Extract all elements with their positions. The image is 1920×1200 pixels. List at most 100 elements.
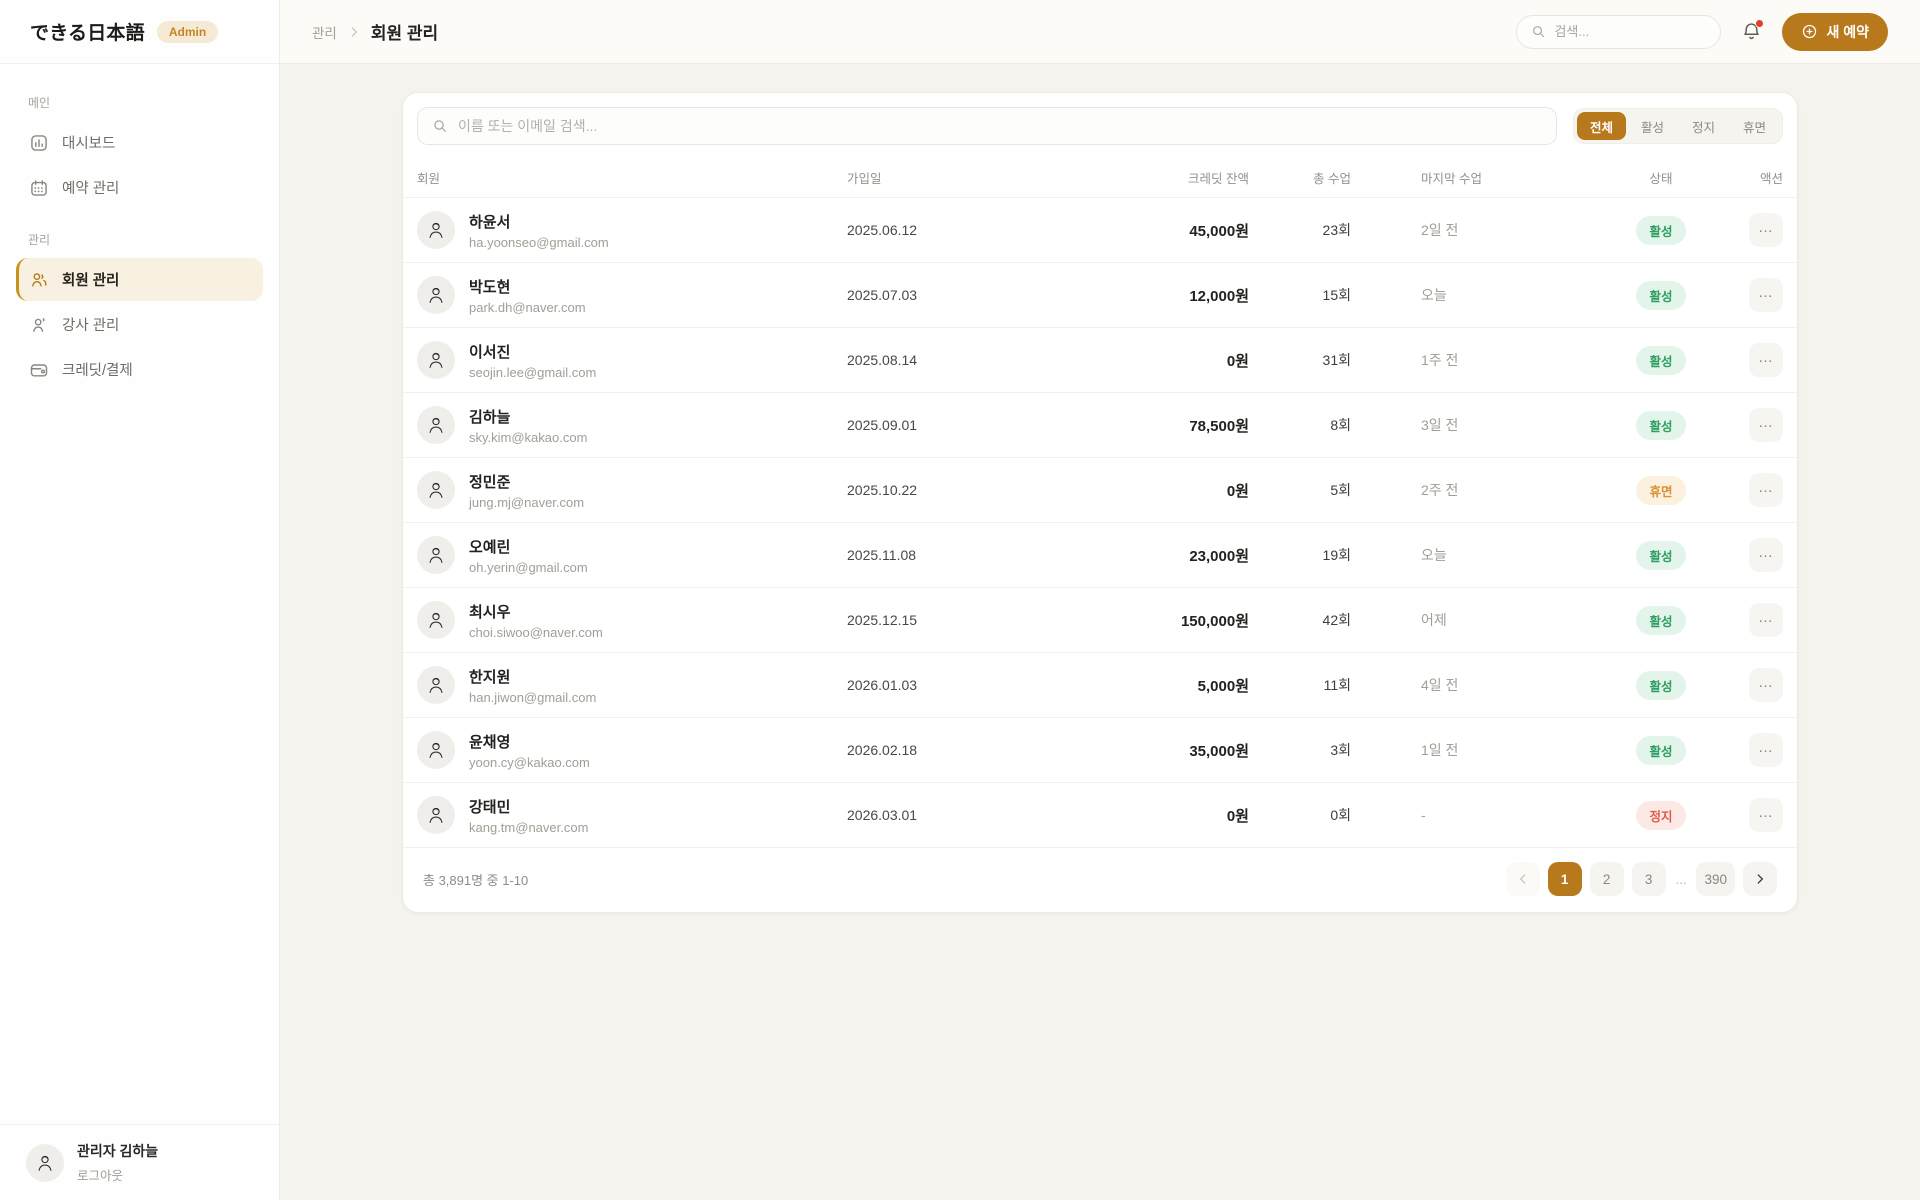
member-email: choi.siwoo@naver.com xyxy=(469,624,603,640)
member-name: 강태민 xyxy=(469,798,511,816)
status-cell: 활성 xyxy=(1569,280,1727,310)
joined-date: 2026.01.03 xyxy=(847,677,918,693)
credit-balance: 45,000원 xyxy=(1189,222,1249,240)
member-name: 오예린 xyxy=(469,538,511,556)
breadcrumb: 관리 회원 관리 xyxy=(312,19,438,44)
logout-link[interactable]: 로그아웃 xyxy=(77,1169,124,1183)
next-page-button[interactable] xyxy=(1743,862,1777,896)
member-cell: 이서진 seojin.lee@gmail.com xyxy=(417,341,847,380)
tab-dormant[interactable]: 휴면 xyxy=(1742,120,1766,135)
row-actions-button[interactable]: … xyxy=(1749,733,1783,767)
topbar: 관리 회원 관리 새 예약 xyxy=(280,0,1920,64)
row-actions-button[interactable]: … xyxy=(1749,798,1783,832)
member-avatar xyxy=(417,731,455,769)
member-cell: 정민준 jung.mj@naver.com xyxy=(417,471,847,510)
col-joined: 가입일 xyxy=(847,171,882,186)
table-header: 회원 가입일 크레딧 잔액 총 수업 마지막 수업 상태 액션 xyxy=(403,157,1797,197)
status-badge: 활성 xyxy=(1636,280,1686,310)
row-actions-button[interactable]: … xyxy=(1749,473,1783,507)
notification-dot xyxy=(1755,19,1765,28)
member-avatar xyxy=(417,601,455,639)
col-last-lesson: 마지막 수업 xyxy=(1421,171,1482,186)
sidebar-item-members[interactable]: 회원 관리 xyxy=(16,258,263,301)
table-row[interactable]: 최시우 choi.siwoo@naver.com 2025.12.15 150,… xyxy=(403,587,1797,652)
action-cell: … xyxy=(1727,733,1783,767)
chevron-right-icon xyxy=(1757,874,1764,884)
status-cell: 휴면 xyxy=(1569,475,1727,505)
global-search-input[interactable] xyxy=(1554,24,1707,39)
total-lessons: 0회 xyxy=(1330,807,1351,823)
credit-balance: 12,000원 xyxy=(1189,287,1249,305)
tab-active[interactable]: 활성 xyxy=(1640,120,1664,135)
status-cell: 활성 xyxy=(1569,605,1727,635)
member-name: 김하늘 xyxy=(469,408,511,426)
action-cell: … xyxy=(1727,668,1783,702)
member-cell: 박도현 park.dh@naver.com xyxy=(417,276,847,315)
col-lessons: 총 수업 xyxy=(1313,171,1351,186)
joined-date: 2025.09.01 xyxy=(847,417,918,433)
total-lessons: 11회 xyxy=(1323,677,1351,693)
sidebar-item-dashboard[interactable]: 대시보드 xyxy=(16,121,263,164)
table-row[interactable]: 한지원 han.jiwon@gmail.com 2026.01.03 5,000… xyxy=(403,652,1797,717)
member-avatar xyxy=(417,406,455,444)
table-row[interactable]: 이서진 seojin.lee@gmail.com 2025.08.14 0원 3… xyxy=(403,327,1797,392)
instructor-icon xyxy=(33,317,45,332)
sidebar-item-label: 회원 관리 xyxy=(62,273,120,289)
table-row[interactable]: 강태민 kang.tm@naver.com 2026.03.01 0원 0회 -… xyxy=(403,782,1797,847)
dashboard-icon xyxy=(31,134,47,151)
results-summary: 총 3,891명 중 1-10 xyxy=(423,872,529,888)
sidebar-item-instructors[interactable]: 강사 관리 xyxy=(16,303,263,346)
last-lesson: 3일 전 xyxy=(1421,417,1459,433)
card-toolbar: 전체 활성 정지 휴면 xyxy=(403,93,1797,157)
member-cell: 윤채영 yoon.cy@kakao.com xyxy=(417,731,847,770)
prev-page-button[interactable] xyxy=(1505,862,1540,896)
sidebar-user-block: 관리자 김하늘 로그아웃 xyxy=(0,1124,279,1200)
breadcrumb-root[interactable]: 관리 xyxy=(312,25,337,41)
total-lessons: 15회 xyxy=(1322,287,1351,303)
sidebar-item-credits[interactable]: 크레딧/결제 xyxy=(16,348,263,391)
row-actions-button[interactable]: … xyxy=(1749,603,1783,637)
col-member: 회원 xyxy=(417,171,441,186)
member-cell: 한지원 han.jiwon@gmail.com xyxy=(417,666,847,705)
tab-all[interactable]: 전체 xyxy=(1576,112,1626,140)
notifications-button[interactable] xyxy=(1741,19,1765,42)
member-email: seojin.lee@gmail.com xyxy=(469,364,597,380)
page-button-last[interactable]: 390 xyxy=(1696,862,1735,896)
row-actions-button[interactable]: … xyxy=(1749,668,1783,702)
admin-badge: Admin xyxy=(156,20,219,43)
admin-avatar xyxy=(26,1143,64,1182)
table-row[interactable]: 오예린 oh.yerin@gmail.com 2025.11.08 23,000… xyxy=(403,522,1797,587)
member-avatar xyxy=(417,536,455,574)
table-row[interactable]: 박도현 park.dh@naver.com 2025.07.03 12,000원… xyxy=(403,262,1797,327)
status-badge: 활성 xyxy=(1636,215,1686,245)
total-lessons: 23회 xyxy=(1322,222,1351,238)
table-row[interactable]: 정민준 jung.mj@naver.com 2025.10.22 0원 5회 2… xyxy=(403,457,1797,522)
credit-balance: 23,000원 xyxy=(1189,547,1249,565)
status-badge: 활성 xyxy=(1636,345,1686,375)
new-reservation-button[interactable]: 새 예약 xyxy=(1782,12,1888,51)
page-button-3[interactable]: 3 xyxy=(1631,862,1666,896)
plus-circle-icon xyxy=(1803,24,1817,39)
joined-date: 2025.06.12 xyxy=(847,222,918,238)
credit-balance: 35,000원 xyxy=(1189,742,1249,760)
row-actions-button[interactable]: … xyxy=(1749,538,1783,572)
page-button-1[interactable]: 1 xyxy=(1547,862,1582,896)
admin-user-name: 관리자 김하늘 xyxy=(77,1143,159,1159)
tab-suspended[interactable]: 정지 xyxy=(1691,120,1715,135)
total-lessons: 3회 xyxy=(1330,742,1351,758)
calendar-icon xyxy=(31,179,47,196)
table-row[interactable]: 김하늘 sky.kim@kakao.com 2025.09.01 78,500원… xyxy=(403,392,1797,457)
row-actions-button[interactable]: … xyxy=(1749,408,1783,442)
row-actions-button[interactable]: … xyxy=(1749,278,1783,312)
table-row[interactable]: 하윤서 ha.yoonseo@gmail.com 2025.06.12 45,0… xyxy=(403,197,1797,262)
joined-date: 2025.12.15 xyxy=(847,612,918,628)
page-button-2[interactable]: 2 xyxy=(1589,862,1624,896)
brand-row: できる日本語 Admin xyxy=(0,0,279,64)
member-name: 박도현 xyxy=(469,278,511,296)
sidebar-item-reservations[interactable]: 예약 관리 xyxy=(16,166,263,209)
member-search-input[interactable] xyxy=(458,118,1542,134)
table-row[interactable]: 윤채영 yoon.cy@kakao.com 2026.02.18 35,000원… xyxy=(403,717,1797,782)
row-actions-button[interactable]: … xyxy=(1749,343,1783,377)
member-email: oh.yerin@gmail.com xyxy=(469,559,588,575)
row-actions-button[interactable]: … xyxy=(1749,213,1783,247)
